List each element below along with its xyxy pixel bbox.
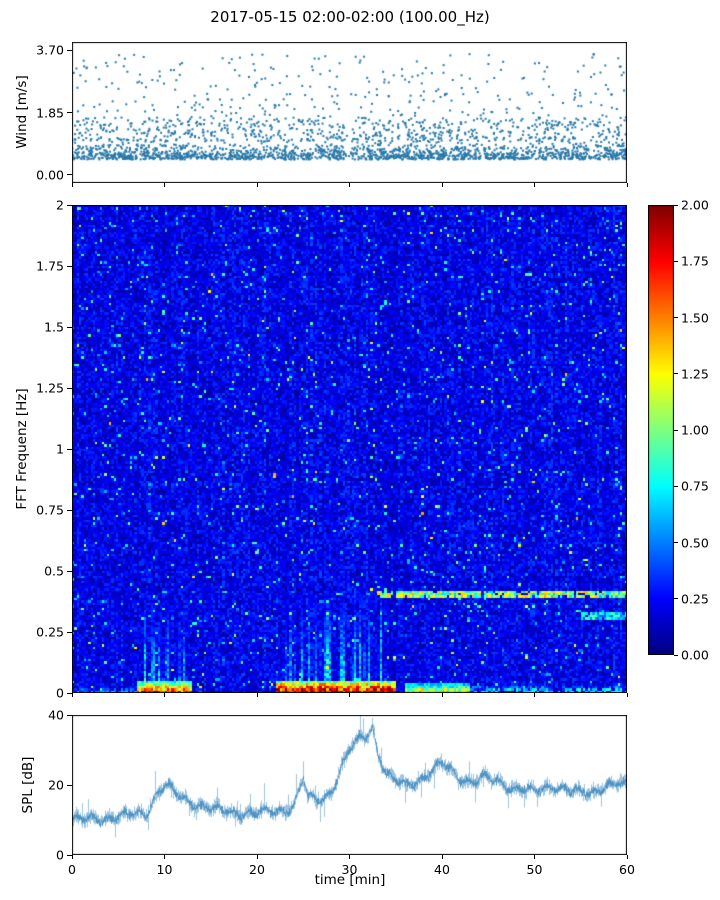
tick-mark — [71, 693, 73, 697]
tick-mark — [71, 855, 73, 859]
colorbar-tick-label: 1.00 — [681, 422, 709, 438]
wind-y-axis-label: Wind [m/s] — [14, 75, 30, 149]
tick-mark — [67, 784, 72, 786]
tick-mark — [674, 317, 678, 318]
time-x-axis-label: time [min] — [314, 872, 386, 888]
tick-mark — [67, 326, 72, 328]
tick-mark — [164, 183, 165, 187]
tick-mark — [67, 174, 72, 176]
tick-mark — [674, 429, 678, 431]
tick-mark — [674, 598, 678, 600]
tick-mark — [256, 693, 258, 697]
spectrogram-y-tick-label: 1.75 — [36, 258, 64, 274]
tick-mark — [67, 387, 72, 389]
tick-mark — [626, 693, 628, 697]
spl-y-tick-label: 40 — [48, 707, 64, 723]
tick-mark — [67, 714, 72, 716]
tick-mark — [349, 183, 350, 187]
colorbar-tick-label: 1.25 — [681, 366, 709, 382]
colorbar-tick-label: 1.75 — [681, 253, 709, 269]
tick-mark — [67, 631, 72, 633]
tick-mark — [67, 112, 72, 113]
wind-y-tick-label: 1.85 — [36, 105, 64, 120]
tick-mark — [674, 654, 678, 656]
tick-mark — [67, 570, 72, 572]
time-x-tick-label: 30 — [341, 862, 358, 877]
spectrogram-y-axis-label: FFT Frequenz [Hz] — [14, 388, 30, 510]
colorbar-tick-label: 0.50 — [681, 535, 709, 550]
colorbar-tick-label: 2.00 — [681, 197, 709, 213]
spl-y-tick-label: 0 — [56, 847, 64, 863]
spectrogram-y-tick-label: 0 — [56, 685, 64, 701]
time-x-tick-label: 0 — [68, 862, 76, 877]
time-x-tick-label: 40 — [434, 862, 450, 877]
spectrogram-y-tick-label: 1.5 — [44, 319, 64, 335]
tick-mark — [67, 265, 72, 267]
colorbar-tick-label: 0.00 — [681, 647, 709, 663]
colorbar-tick-label: 0.25 — [681, 591, 709, 607]
tick-mark — [674, 260, 678, 262]
tick-mark — [71, 183, 73, 187]
tick-mark — [256, 183, 258, 187]
colorbar-tick-label: 0.75 — [681, 478, 709, 494]
tick-mark — [164, 855, 165, 859]
tick-mark — [349, 693, 350, 697]
spl-y-tick-label: 20 — [48, 777, 64, 793]
wind-y-tick-label: 0.00 — [36, 167, 64, 183]
time-x-tick-label: 50 — [526, 862, 543, 877]
spectrogram-y-tick-label: 2 — [56, 197, 64, 213]
spectrogram-y-tick-label: 0.25 — [36, 624, 64, 640]
tick-mark — [67, 854, 72, 856]
tick-mark — [674, 485, 678, 487]
time-x-tick-label: 10 — [156, 862, 173, 877]
spectrogram-canvas — [72, 205, 627, 693]
tick-mark — [626, 183, 628, 187]
spectrogram-y-tick-label: 0.5 — [44, 563, 64, 579]
tick-mark — [534, 693, 535, 697]
tick-mark — [534, 183, 535, 187]
tick-mark — [441, 183, 443, 187]
colorbar-tick-label: 1.50 — [681, 310, 709, 325]
tick-mark — [67, 448, 72, 450]
tick-mark — [626, 855, 628, 859]
tick-mark — [674, 204, 678, 206]
tick-mark — [67, 692, 72, 694]
tick-mark — [349, 855, 350, 859]
time-x-tick-label: 20 — [249, 862, 265, 877]
tick-mark — [67, 509, 72, 511]
colorbar-canvas — [648, 205, 674, 655]
wind-y-tick-label: 3.70 — [36, 42, 64, 58]
tick-mark — [441, 693, 443, 697]
tick-mark — [164, 693, 165, 697]
figure-title: 2017-05-15 02:00-02:00 (100.00_Hz) — [210, 8, 490, 26]
spectrogram-y-tick-label: 1.25 — [36, 380, 64, 396]
tick-mark — [441, 855, 443, 859]
tick-mark — [674, 373, 678, 375]
tick-mark — [67, 204, 72, 206]
tick-mark — [534, 855, 535, 859]
spl-y-axis-label: SPL [dB] — [20, 756, 36, 814]
spectrogram-y-tick-label: 1 — [56, 441, 64, 457]
tick-mark — [674, 542, 678, 543]
spectrogram-y-tick-label: 0.75 — [36, 502, 64, 518]
tick-mark — [256, 855, 258, 859]
time-x-tick-label: 60 — [619, 862, 635, 877]
wind-scatter-canvas — [72, 42, 627, 183]
spl-line-canvas — [72, 715, 627, 855]
tick-mark — [67, 49, 72, 51]
